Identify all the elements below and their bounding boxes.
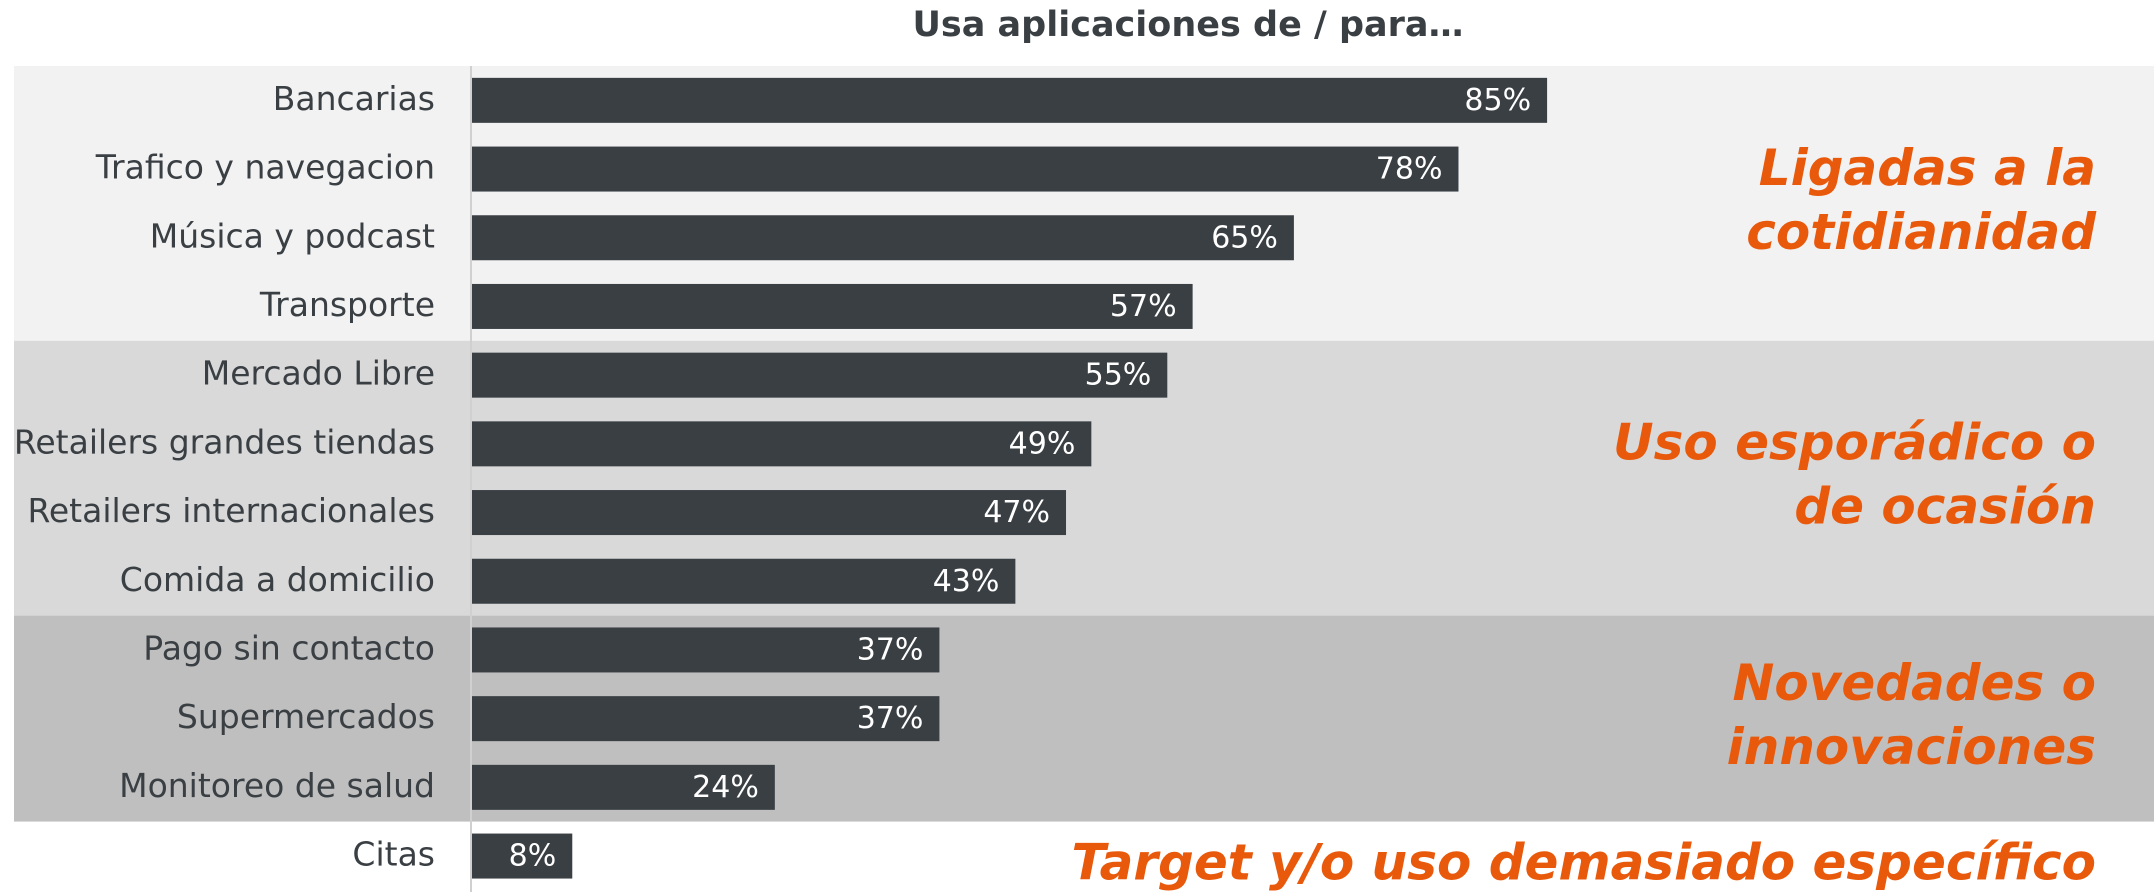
category-label: Pago sin contacto	[143, 628, 435, 667]
category-label: Transporte	[259, 285, 435, 324]
bar	[471, 490, 1067, 536]
group-annotation: Ligadas a la	[1759, 139, 2096, 197]
bar	[471, 146, 1459, 192]
category-label: Trafico y navegacion	[95, 148, 435, 187]
bar	[471, 833, 573, 879]
bar	[471, 696, 940, 742]
category-label: Supermercados	[177, 697, 435, 736]
value-label: 24%	[692, 770, 759, 805]
group-band	[14, 821, 2154, 891]
bar	[471, 352, 1168, 398]
bar	[471, 764, 775, 810]
group-annotation: Uso esporádico o	[1613, 414, 2096, 472]
category-label: Retailers grandes tiendas	[14, 422, 435, 461]
group-annotation: Novedades o	[1733, 654, 2096, 712]
category-label: Monitoreo de salud	[119, 766, 435, 805]
value-label: 65%	[1211, 220, 1278, 255]
group-band	[14, 615, 2154, 822]
bar	[471, 421, 1092, 467]
category-label: Mercado Libre	[202, 354, 435, 393]
value-label: 8%	[509, 839, 557, 874]
bar	[471, 627, 940, 673]
group-annotation: de ocasión	[1794, 478, 2096, 536]
chart-title: Usa aplicaciones de / para…	[912, 5, 1463, 45]
group-annotation: cotidianidad	[1746, 203, 2097, 261]
category-label: Música y podcast	[150, 216, 435, 255]
value-label: 49%	[1009, 426, 1076, 461]
category-label: Retailers internacionales	[27, 491, 435, 530]
value-label: 43%	[933, 564, 1000, 599]
value-label: 78%	[1376, 152, 1443, 187]
value-label: 37%	[857, 632, 924, 667]
category-label: Citas	[352, 835, 435, 874]
bar	[471, 215, 1294, 261]
value-label: 57%	[1110, 289, 1177, 324]
value-label: 37%	[857, 701, 924, 736]
group-annotation: Target y/o uso demasiado específico	[1071, 834, 2096, 892]
value-label: 85%	[1464, 83, 1531, 118]
bar	[471, 77, 1548, 123]
value-label: 47%	[983, 495, 1050, 530]
category-label: Bancarias	[273, 79, 435, 118]
bar	[471, 283, 1193, 329]
group-annotation: innovaciones	[1727, 718, 2096, 776]
bar	[471, 558, 1016, 604]
category-label: Comida a domicilio	[120, 560, 435, 599]
value-label: 55%	[1085, 358, 1152, 393]
